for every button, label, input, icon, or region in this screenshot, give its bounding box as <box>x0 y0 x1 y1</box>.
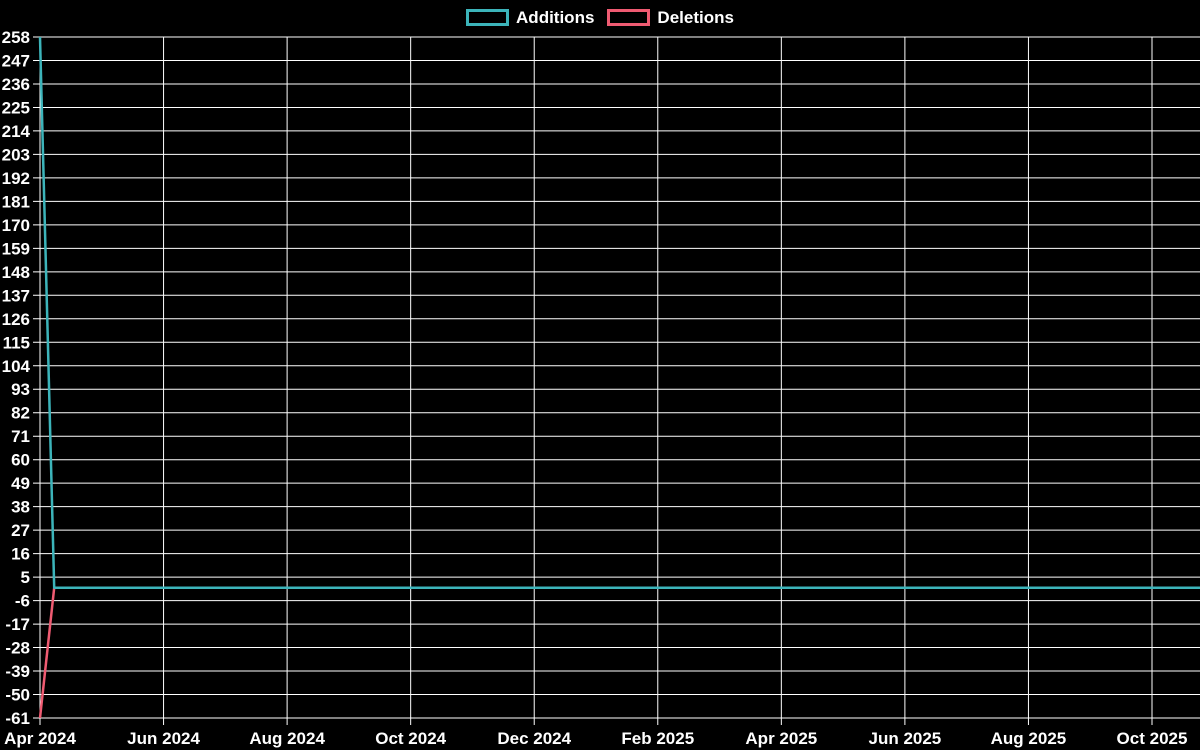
legend-label-additions: Additions <box>516 8 595 27</box>
x-tick-label: Oct 2024 <box>375 729 446 748</box>
y-tick-label: 38 <box>11 498 30 517</box>
y-tick-label: -6 <box>15 592 30 611</box>
y-tick-label: 247 <box>2 51 30 70</box>
chart-legend: Additions Deletions <box>0 8 1200 27</box>
additions-line <box>38 36 1200 590</box>
y-tick-label: 115 <box>3 333 30 352</box>
deletions-swatch-icon <box>607 9 651 26</box>
x-tick-label: Jun 2025 <box>869 729 942 748</box>
y-tick-label: 258 <box>2 28 30 47</box>
x-tick-label: Jun 2024 <box>127 729 200 748</box>
legend-label-deletions: Deletions <box>657 8 734 27</box>
y-tick-label: -50 <box>5 686 30 705</box>
legend-item-deletions[interactable]: Deletions <box>607 8 734 27</box>
y-tick-label: 137 <box>2 286 30 305</box>
y-tick-label: 16 <box>11 545 30 564</box>
additions-swatch-icon <box>466 9 510 26</box>
y-tick-label: 225 <box>2 98 30 117</box>
y-tick-label: 236 <box>2 75 30 94</box>
x-tick-label: Oct 2025 <box>1117 729 1188 748</box>
y-tick-label: -61 <box>5 709 30 728</box>
y-tick-label: 192 <box>2 169 30 188</box>
x-tick-label: Aug 2024 <box>249 729 325 748</box>
y-tick-label: 170 <box>2 216 30 235</box>
y-tick-label: 181 <box>2 192 30 211</box>
legend-item-additions[interactable]: Additions <box>466 8 594 27</box>
x-tick-label: Apr 2024 <box>4 729 76 748</box>
y-tick-label: 126 <box>2 310 30 329</box>
y-tick-label: 71 <box>11 427 30 446</box>
x-tick-label: Aug 2025 <box>991 729 1067 748</box>
x-tick-label: Feb 2025 <box>621 729 694 748</box>
y-tick-label: 60 <box>11 451 30 470</box>
x-tick-label: Apr 2025 <box>745 729 817 748</box>
y-tick-label: 159 <box>2 239 30 258</box>
y-tick-label: 5 <box>21 568 30 587</box>
y-tick-label: 104 <box>2 357 31 376</box>
y-tick-label: 82 <box>11 404 30 423</box>
y-tick-label: -28 <box>5 639 30 658</box>
deletions-line <box>38 586 1200 719</box>
y-tick-label: -17 <box>5 615 30 634</box>
y-tick-label: 27 <box>11 521 30 540</box>
y-tick-label: 49 <box>11 474 30 493</box>
y-tick-label: 148 <box>2 263 30 282</box>
x-tick-label: Dec 2024 <box>497 729 571 748</box>
y-tick-label: 203 <box>2 145 30 164</box>
y-tick-label: 93 <box>11 380 30 399</box>
y-tick-label: 214 <box>2 122 31 141</box>
y-tick-label: -39 <box>5 662 30 681</box>
